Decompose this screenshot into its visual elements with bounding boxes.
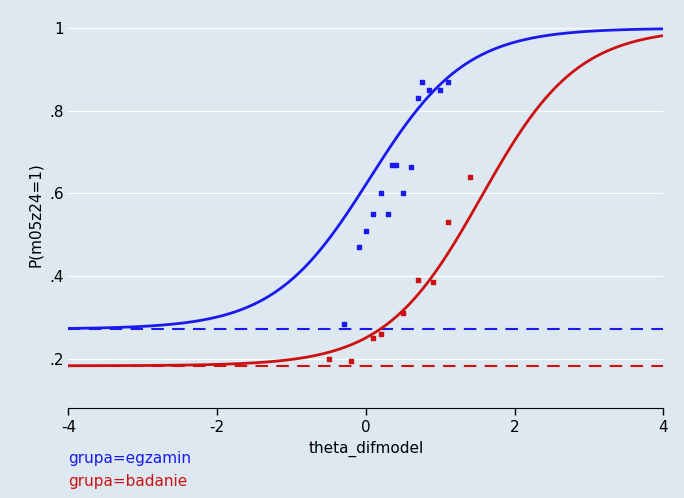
Point: [405, 163, 416, 171]
Point: [423, 86, 434, 94]
Point: [443, 219, 453, 227]
Point: [368, 334, 379, 342]
Point: [417, 78, 428, 86]
Point: [345, 357, 356, 365]
Point: [443, 78, 453, 86]
Point: [391, 160, 402, 168]
Point: [353, 243, 364, 251]
Point: [435, 86, 446, 94]
Point: [383, 210, 394, 218]
Point: [368, 210, 379, 218]
Point: [412, 276, 423, 284]
Point: [376, 330, 386, 338]
Point: [397, 309, 408, 317]
Point: [428, 278, 438, 286]
Point: [397, 190, 408, 198]
X-axis label: theta_difmodel: theta_difmodel: [308, 441, 423, 457]
Text: grupa=egzamin: grupa=egzamin: [68, 451, 192, 466]
Point: [376, 190, 386, 198]
Point: [338, 320, 349, 328]
Point: [324, 355, 334, 363]
Point: [386, 160, 397, 168]
Y-axis label: P(m05z24=1): P(m05z24=1): [28, 162, 43, 266]
Point: [360, 227, 371, 235]
Text: grupa=badanie: grupa=badanie: [68, 474, 187, 489]
Point: [464, 173, 475, 181]
Point: [412, 95, 423, 103]
